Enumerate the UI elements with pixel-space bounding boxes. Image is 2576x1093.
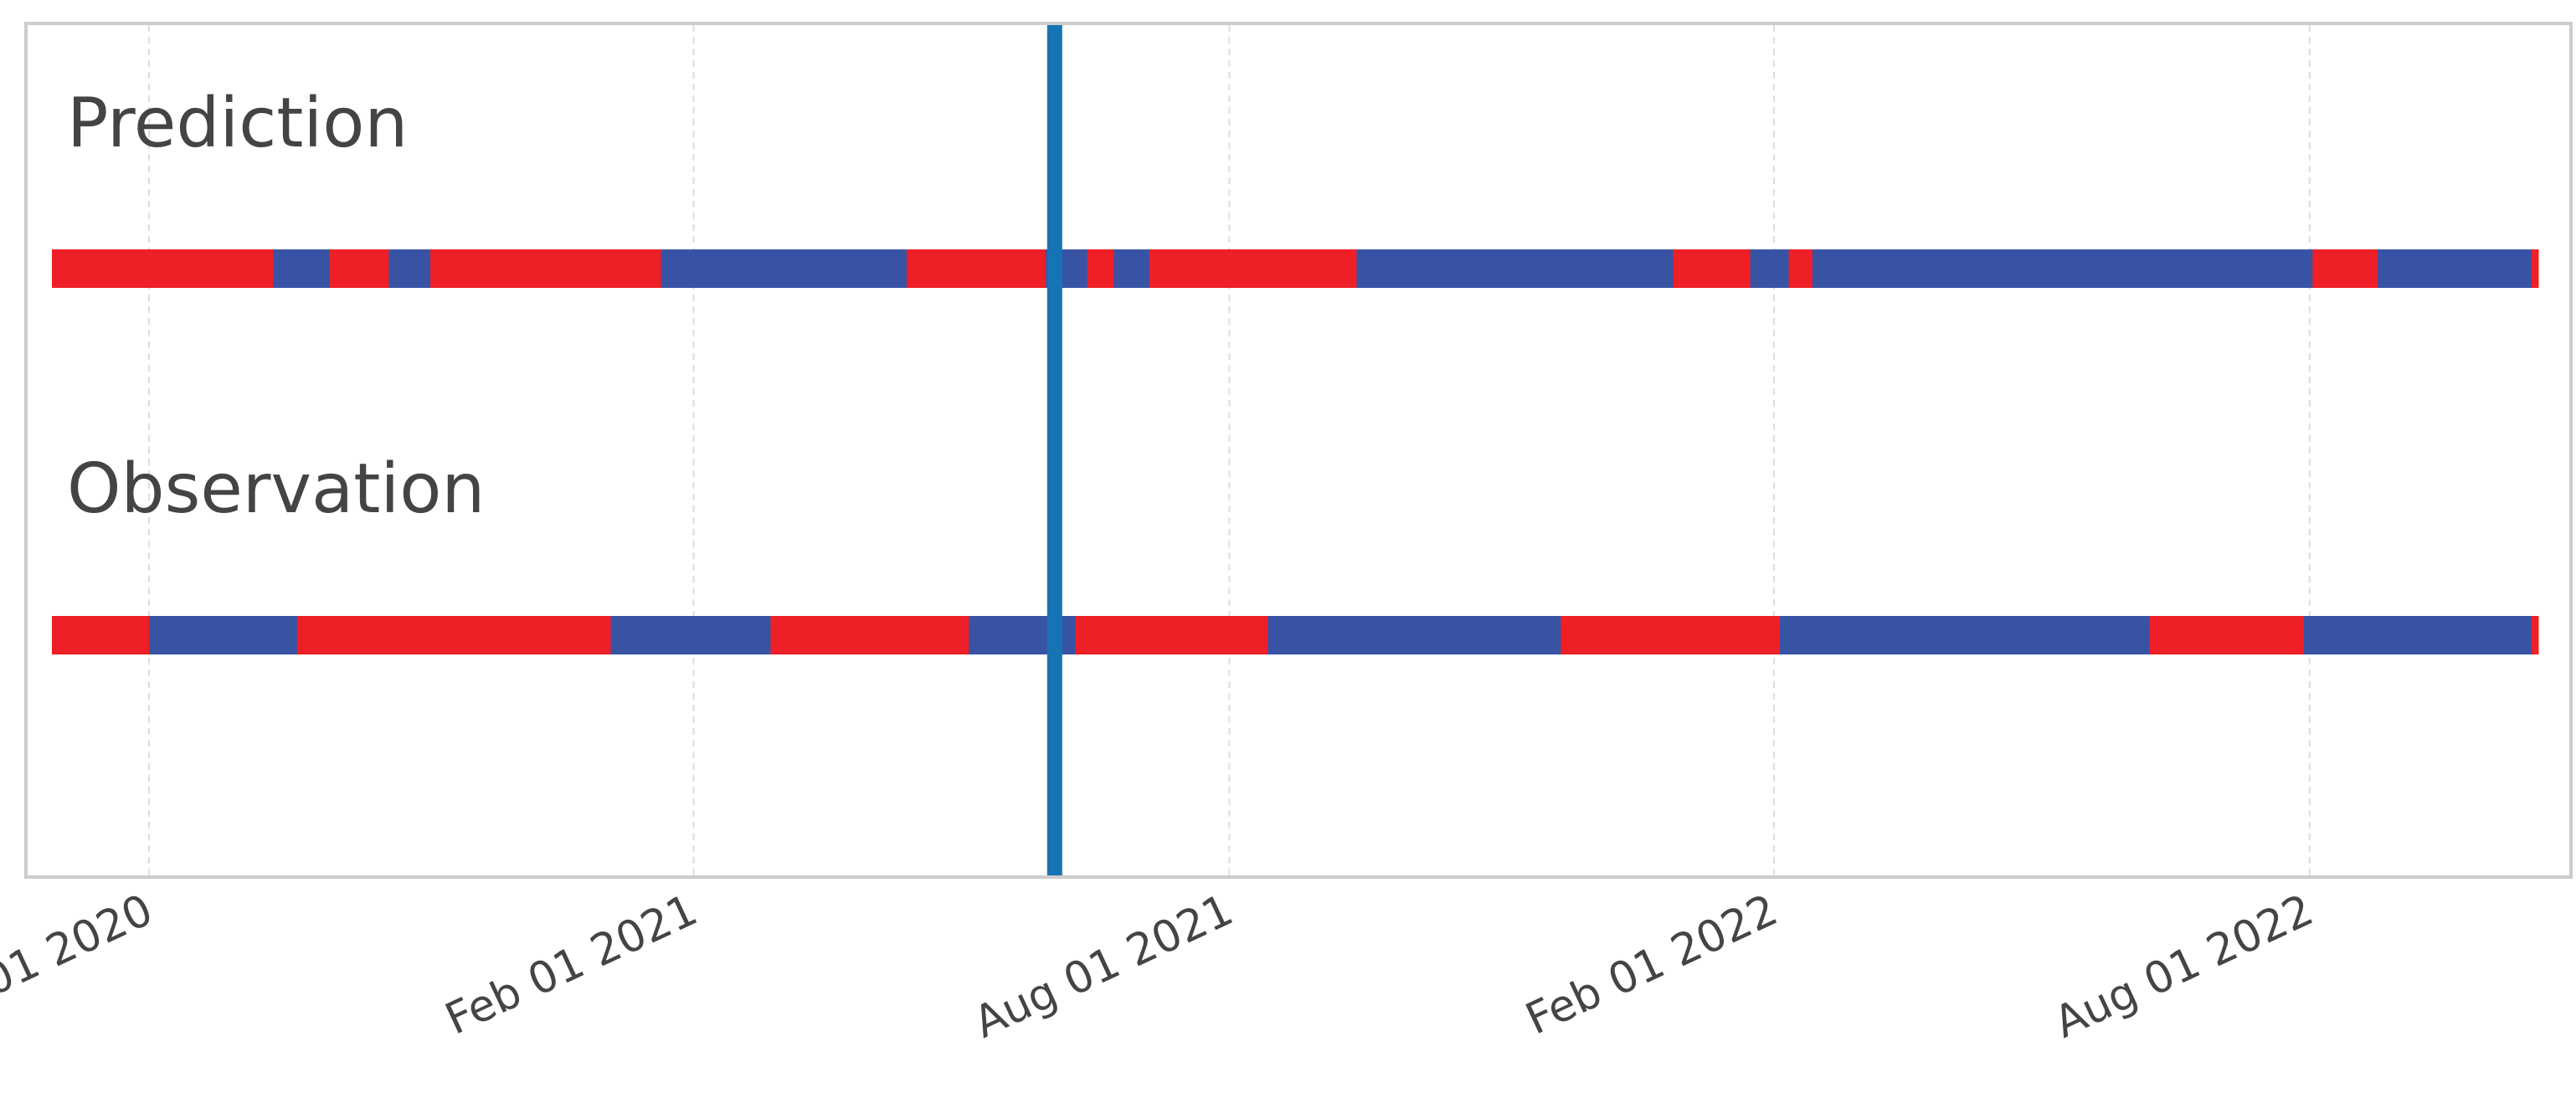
timeline-segment [1779, 616, 2151, 654]
row-label-prediction: Prediction [67, 84, 408, 163]
timeline-row-observation [52, 616, 2539, 654]
timeline-segment [273, 249, 331, 288]
timeline-segment [52, 616, 150, 654]
timeline-segment [329, 249, 389, 288]
timeline-segment [2312, 249, 2378, 288]
timeline-segment [2149, 616, 2305, 654]
timeline-segment [149, 616, 298, 654]
timeline-segment [2303, 616, 2532, 654]
current-date-marker-group [1046, 25, 1062, 875]
timeline-segment [2531, 616, 2539, 654]
timeline-segment [1788, 249, 1813, 288]
timeline-segment [907, 249, 1046, 288]
plot-frame [24, 22, 2573, 879]
timeline-segment [2378, 249, 2532, 288]
timeline-segment [1561, 616, 1781, 654]
timeline-segment [1087, 249, 1115, 288]
current-date-marker [1046, 25, 1062, 875]
timeline-segment [388, 249, 431, 288]
timeline-segment [661, 249, 908, 288]
timeline-segment [1267, 616, 1561, 654]
timeline-segment [52, 249, 274, 288]
grid-lines [148, 25, 2311, 875]
timeline-segment [1356, 249, 1674, 288]
timeline-segment [296, 616, 612, 654]
timeline-segment [429, 249, 662, 288]
timeline-segment [1149, 249, 1357, 288]
timeline-segment [1750, 249, 1790, 288]
row-label-observation: Observation [67, 449, 485, 529]
timeline-segment [1812, 249, 2313, 288]
timeline-segment [770, 616, 969, 654]
timeline-row-prediction [52, 249, 2539, 288]
timeline-segment [1113, 249, 1150, 288]
timeline-segment [1673, 249, 1751, 288]
timeline-segment [2531, 249, 2539, 288]
timeline-segment [1075, 616, 1268, 654]
timeline-segment [610, 616, 771, 654]
timeline-bars [52, 249, 2539, 654]
